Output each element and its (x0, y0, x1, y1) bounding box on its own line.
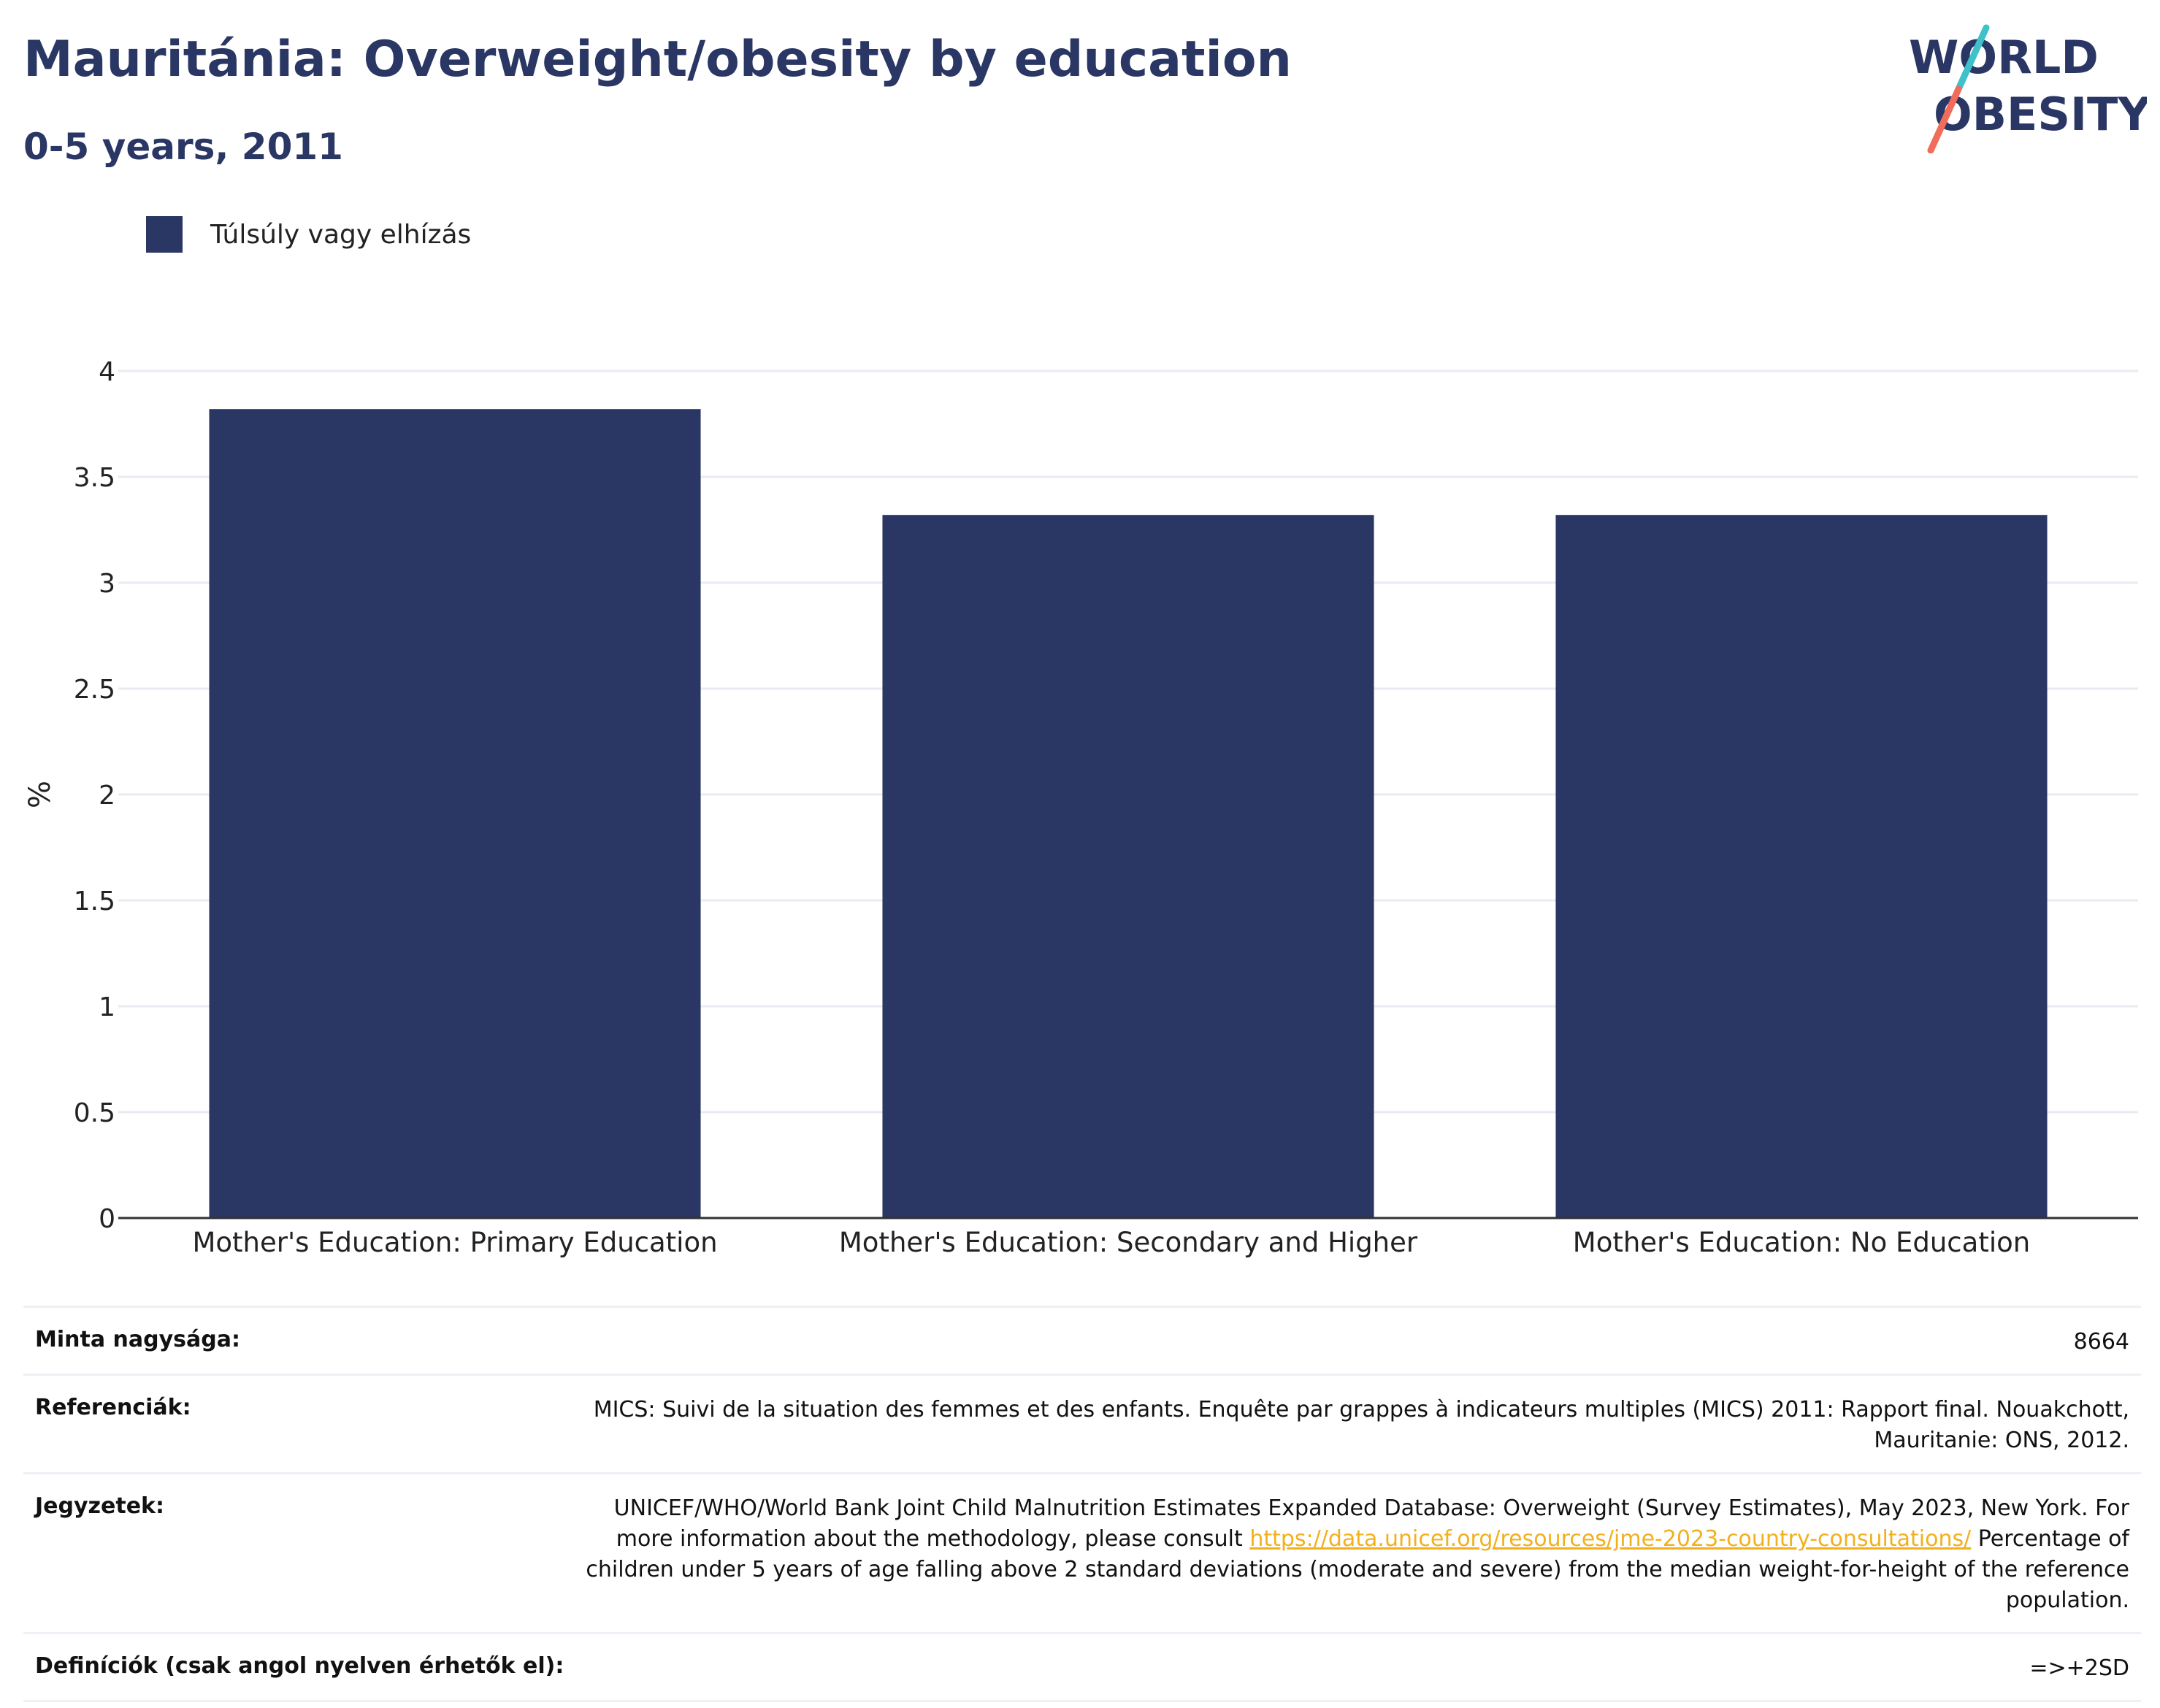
logo-slash-top (1955, 24, 1990, 93)
legend-swatch (146, 216, 183, 253)
notes-text-before: UNICEF/WHO/World Bank Joint Child Malnut… (613, 1496, 2129, 1552)
x-tick-label: Mother's Education: No Education (1573, 1227, 2030, 1258)
y-tick-label: 3 (99, 569, 115, 599)
page-title: Mauritánia: Overweight/obesity by educat… (23, 31, 1292, 88)
info-row-references: Referenciák: MICS: Suivi de la situation… (23, 1374, 2141, 1472)
definitions-label: Definíciók (csak angol nyelven érhetők e… (35, 1653, 564, 1679)
notes-label: Jegyzetek: (35, 1493, 164, 1519)
definitions-value: =>+2SD (2029, 1655, 2129, 1681)
methodology-link[interactable]: https://data.unicef.org/resources/jme-20… (1249, 1526, 1972, 1552)
notes-value: UNICEF/WHO/World Bank Joint Child Malnut… (581, 1493, 2129, 1616)
bar-chart: 0 0.5 1 1.5 2 2.5 3 3.5 4 Mother's Education: Pr… (23, 357, 2138, 1258)
y-tick-label: 4 (99, 357, 115, 387)
world-obesity-logo: WORLD OBESITY (1909, 24, 2147, 153)
references-label: Referenciák: (35, 1395, 191, 1420)
page-subtitle: 0-5 years, 2011 (23, 126, 343, 168)
y-tick-label: 1 (99, 992, 115, 1022)
logo-line-2: OBESITY (1934, 88, 2147, 141)
sample-size-value: 8664 (2073, 1329, 2129, 1355)
chart-legend: Túlsúly vagy elhízás (146, 216, 471, 253)
references-value: MICS: Suivi de la situation des femmes e… (593, 1397, 2129, 1453)
bar[interactable] (882, 515, 1374, 1218)
y-tick-label: 0 (99, 1204, 115, 1234)
x-tick-label: Mother's Education: Primary Education (192, 1227, 717, 1258)
logo-line-1: WORLD (1909, 31, 2099, 84)
y-tick-label: 2 (99, 781, 115, 811)
y-tick-label: 0.5 (74, 1098, 115, 1128)
y-axis-ticks: 0 0.5 1 1.5 2 2.5 3 3.5 4 (74, 357, 115, 1234)
info-row-sample-size: Minta nagysága: 8664 (23, 1306, 2141, 1374)
bar[interactable] (1555, 515, 2048, 1218)
y-tick-label: 3.5 (74, 463, 115, 493)
sample-size-label: Minta nagysága: (35, 1327, 240, 1352)
y-axis-label: % (23, 781, 57, 808)
info-row-notes: Jegyzetek: UNICEF/WHO/World Bank Joint C… (23, 1472, 2141, 1632)
info-row-definitions: Definíciók (csak angol nyelven érhetők e… (23, 1632, 2141, 1702)
bar[interactable] (209, 409, 701, 1219)
y-tick-label: 2.5 (74, 675, 115, 705)
info-table: Minta nagysága: 8664 Referenciák: MICS: … (23, 1306, 2141, 1702)
x-axis-ticks: Mother's Education: Primary Education Mot… (192, 1227, 2030, 1258)
legend-label: Túlsúly vagy elhízás (210, 219, 472, 250)
x-tick-label: Mother's Education: Secondary and Higher (839, 1227, 1418, 1258)
y-tick-label: 1.5 (74, 886, 115, 916)
chart-bars (209, 409, 2048, 1219)
logo-slash-bottom (1927, 85, 1962, 153)
notes-text-after: Percentage of children under 5 years of … (586, 1526, 2129, 1613)
